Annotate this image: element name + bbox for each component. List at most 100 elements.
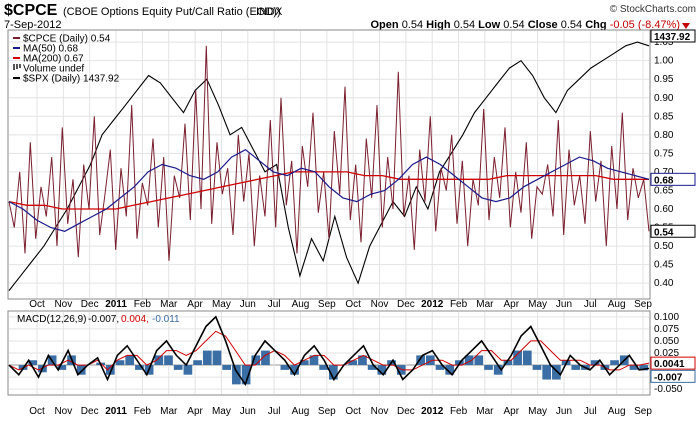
high-value: 0.54 <box>453 19 476 31</box>
symbol-exchange: INDX <box>256 6 283 18</box>
x-tick-label: 2011 <box>105 299 127 310</box>
x-tick-label: Oct <box>29 299 45 310</box>
x-tick-label: Nov <box>371 406 389 417</box>
histogram-bar <box>309 355 319 366</box>
histogram-bar <box>193 360 202 366</box>
histogram-bar <box>590 360 600 366</box>
x-axis-macd: Oct Nov Dec 2011 Feb Mar Apr May Jun Jul Aug Sep Oct… <box>29 406 652 417</box>
x-tick-label: Oct <box>29 406 45 417</box>
histogram-bar <box>348 360 358 366</box>
x-tick-label: Apr <box>187 406 203 417</box>
hist-flag-text: -0.007 <box>654 372 683 383</box>
x-tick-label: Aug <box>292 299 310 310</box>
histogram-bar <box>474 355 484 366</box>
x-tick-label: Nov <box>54 406 72 417</box>
histogram-bar <box>251 355 261 366</box>
histogram-bar <box>532 365 542 370</box>
hist-flag: -0.007 <box>650 369 696 383</box>
x-tick-label: Dec <box>397 406 415 417</box>
histogram-bar <box>319 365 328 370</box>
histogram-bar <box>464 355 474 366</box>
x-tick-label: Sep <box>634 299 652 310</box>
price-tick-label: 0.60 <box>654 204 674 215</box>
x-axis-price: Oct Nov Dec 2011 Feb Mar Apr May Jun Jul Aug Sep Oct… <box>29 299 652 310</box>
x-tick-label: 2012 <box>421 299 444 310</box>
histogram-bar <box>280 365 290 370</box>
x-tick-label: Jul <box>268 299 281 310</box>
histogram-bar <box>425 355 435 366</box>
symbol-title: $CPCE <box>4 2 58 19</box>
x-tick-label: Apr <box>503 299 519 310</box>
x-tick-label: Nov <box>371 299 389 310</box>
histogram-bar <box>232 365 241 385</box>
x-tick-label: Mar <box>160 299 178 310</box>
x-tick-label: Oct <box>345 406 361 417</box>
histogram-bar <box>241 365 251 385</box>
macd-legend-macd: -0.007, <box>88 314 119 325</box>
price-tick-label: 0.80 <box>654 130 674 141</box>
histogram-bar <box>173 365 183 370</box>
macd-grid <box>9 312 649 394</box>
x-tick-label: Jun <box>240 299 256 310</box>
x-tick-label: Jun <box>556 299 572 310</box>
x-tick-label: Feb <box>450 299 468 310</box>
x-tick-label: May <box>212 299 231 310</box>
x-tick-label: 2012 <box>421 406 444 417</box>
x-tick-label: May <box>212 406 231 417</box>
price-tick-label: 0.90 <box>654 93 674 104</box>
x-tick-label: Feb <box>134 406 152 417</box>
histogram-bar <box>135 365 144 370</box>
histogram-bar <box>396 365 406 375</box>
legend-swatch-bar <box>13 64 15 70</box>
last-flag-box <box>650 224 696 238</box>
histogram-bar <box>522 350 532 366</box>
low-label: Low <box>478 19 501 31</box>
macd-legend-signal: 0.004, <box>121 314 149 325</box>
ma50-line <box>8 148 650 232</box>
legend-entry: MA(200) 0.67 <box>23 54 84 65</box>
price-tick-label: 0.50 <box>654 241 674 252</box>
price-panel-frame <box>7 29 651 300</box>
macd-panel-frame <box>7 310 651 396</box>
histogram-bar <box>212 350 222 366</box>
price-tick-label: 1.00 <box>654 56 674 67</box>
price-tick-label: 0.70 <box>654 167 674 178</box>
macd-legend-label: MACD(12,26,9) <box>17 314 86 325</box>
high-label: High <box>426 19 451 31</box>
histogram-bar <box>503 360 513 366</box>
legend-entry: MA(50) 0.68 <box>23 44 78 55</box>
last-flag: 0.54 <box>650 224 696 238</box>
open-value: 0.54 <box>401 19 424 31</box>
macd-legend-hist: -0.011 <box>152 314 180 325</box>
histogram-bar <box>610 360 619 366</box>
x-tick-label: May <box>528 299 547 310</box>
symbol-description: (CBOE Options Equity Put/Call Ratio (EOD… <box>63 6 281 18</box>
macd-series <box>8 315 650 387</box>
histogram-bar <box>367 365 377 370</box>
histogram-bar <box>164 355 173 366</box>
x-tick-label: Oct <box>345 299 361 310</box>
x-tick-label: Feb <box>134 299 152 310</box>
histogram-bar <box>629 365 639 370</box>
last-flag-text: 0.54 <box>654 227 674 238</box>
histogram-bar <box>261 350 270 366</box>
x-tick-label: Jun <box>240 406 256 417</box>
legend-entry: $CPCE (Daily) 0.54 <box>23 34 111 45</box>
histogram-bar <box>416 355 425 366</box>
histogram-bar <box>445 365 455 375</box>
macd-flag-box <box>650 356 696 370</box>
histogram-bar <box>542 365 552 380</box>
x-tick-label: May <box>528 406 547 417</box>
macd-tick-label: 0.025 <box>654 348 679 359</box>
histogram-bar <box>222 365 232 370</box>
value-flags: 1437.92 0.68 0.54 0.0041 -0.007 <box>650 29 696 383</box>
chg-value: -0.05 (-8.47%) <box>609 19 680 31</box>
ma200-line <box>8 171 649 210</box>
x-tick-label: Nov <box>54 299 72 310</box>
x-tick-label: Apr <box>503 406 519 417</box>
histogram-bar <box>105 365 115 375</box>
down-triangle-icon <box>682 23 690 29</box>
x-tick-label: Sep <box>318 406 336 417</box>
price-tick-label: 0.40 <box>654 278 674 289</box>
